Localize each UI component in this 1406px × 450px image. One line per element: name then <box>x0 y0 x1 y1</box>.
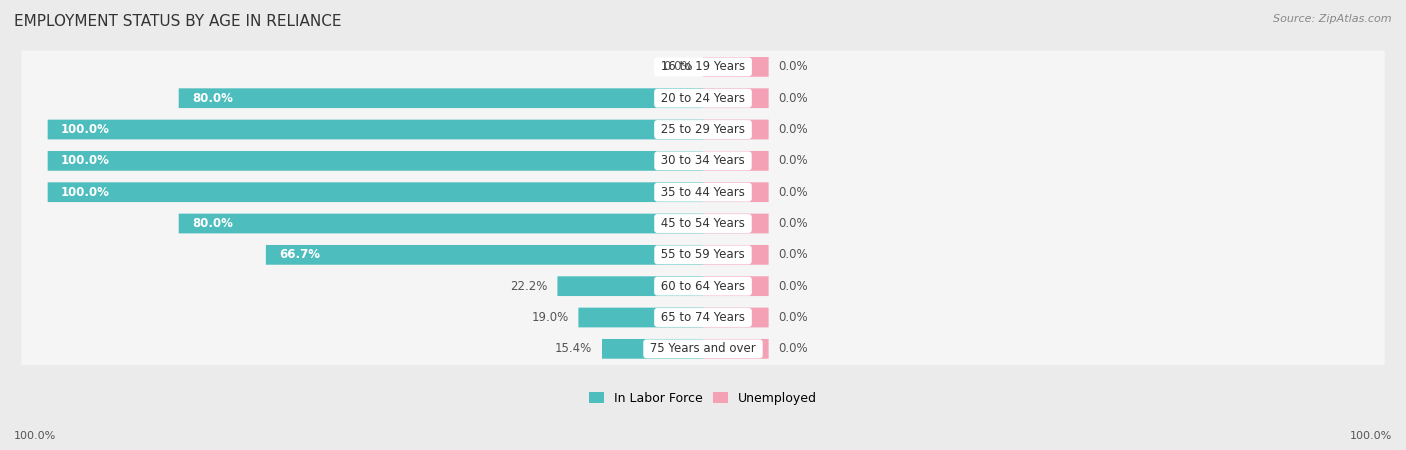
Text: 100.0%: 100.0% <box>1350 431 1392 441</box>
FancyBboxPatch shape <box>703 308 769 328</box>
FancyBboxPatch shape <box>48 182 703 202</box>
Text: 20 to 24 Years: 20 to 24 Years <box>657 92 749 105</box>
Text: 25 to 29 Years: 25 to 29 Years <box>657 123 749 136</box>
FancyBboxPatch shape <box>21 238 1385 271</box>
Text: 22.2%: 22.2% <box>510 280 548 292</box>
Text: 0.0%: 0.0% <box>779 311 808 324</box>
Text: 0.0%: 0.0% <box>779 217 808 230</box>
FancyBboxPatch shape <box>557 276 703 296</box>
Text: 80.0%: 80.0% <box>191 92 233 105</box>
FancyBboxPatch shape <box>179 88 703 108</box>
Text: 100.0%: 100.0% <box>60 154 110 167</box>
FancyBboxPatch shape <box>703 339 769 359</box>
FancyBboxPatch shape <box>21 270 1385 302</box>
FancyBboxPatch shape <box>21 176 1385 208</box>
FancyBboxPatch shape <box>703 276 769 296</box>
Text: 55 to 59 Years: 55 to 59 Years <box>657 248 749 261</box>
Text: 100.0%: 100.0% <box>60 186 110 199</box>
Text: 75 Years and over: 75 Years and over <box>647 342 759 356</box>
Text: 45 to 54 Years: 45 to 54 Years <box>657 217 749 230</box>
FancyBboxPatch shape <box>578 308 703 328</box>
FancyBboxPatch shape <box>21 207 1385 240</box>
FancyBboxPatch shape <box>703 120 769 140</box>
Text: 0.0%: 0.0% <box>779 154 808 167</box>
Text: 65 to 74 Years: 65 to 74 Years <box>657 311 749 324</box>
Text: 19.0%: 19.0% <box>531 311 568 324</box>
Text: 30 to 34 Years: 30 to 34 Years <box>657 154 749 167</box>
Text: 0.0%: 0.0% <box>779 123 808 136</box>
Legend: In Labor Force, Unemployed: In Labor Force, Unemployed <box>589 392 817 405</box>
FancyBboxPatch shape <box>703 245 769 265</box>
Text: 0.0%: 0.0% <box>779 60 808 73</box>
FancyBboxPatch shape <box>21 113 1385 146</box>
FancyBboxPatch shape <box>703 57 769 77</box>
Text: 0.0%: 0.0% <box>779 92 808 105</box>
FancyBboxPatch shape <box>21 301 1385 334</box>
Text: 100.0%: 100.0% <box>60 123 110 136</box>
FancyBboxPatch shape <box>21 50 1385 83</box>
Text: 100.0%: 100.0% <box>14 431 56 441</box>
Text: 0.0%: 0.0% <box>779 342 808 356</box>
FancyBboxPatch shape <box>48 120 703 140</box>
FancyBboxPatch shape <box>602 339 703 359</box>
Text: Source: ZipAtlas.com: Source: ZipAtlas.com <box>1274 14 1392 23</box>
Text: 35 to 44 Years: 35 to 44 Years <box>657 186 749 199</box>
Text: 0.0%: 0.0% <box>779 280 808 292</box>
Text: 0.0%: 0.0% <box>779 248 808 261</box>
Text: EMPLOYMENT STATUS BY AGE IN RELIANCE: EMPLOYMENT STATUS BY AGE IN RELIANCE <box>14 14 342 28</box>
FancyBboxPatch shape <box>703 151 769 171</box>
FancyBboxPatch shape <box>703 182 769 202</box>
FancyBboxPatch shape <box>703 88 769 108</box>
FancyBboxPatch shape <box>21 82 1385 114</box>
Text: 80.0%: 80.0% <box>191 217 233 230</box>
FancyBboxPatch shape <box>266 245 703 265</box>
Text: 66.7%: 66.7% <box>278 248 321 261</box>
Text: 0.0%: 0.0% <box>779 186 808 199</box>
FancyBboxPatch shape <box>179 214 703 234</box>
Text: 0.0%: 0.0% <box>664 60 693 73</box>
FancyBboxPatch shape <box>21 144 1385 177</box>
FancyBboxPatch shape <box>21 333 1385 365</box>
FancyBboxPatch shape <box>703 214 769 234</box>
Text: 15.4%: 15.4% <box>555 342 592 356</box>
Text: 16 to 19 Years: 16 to 19 Years <box>657 60 749 73</box>
Text: 60 to 64 Years: 60 to 64 Years <box>657 280 749 292</box>
FancyBboxPatch shape <box>48 151 703 171</box>
